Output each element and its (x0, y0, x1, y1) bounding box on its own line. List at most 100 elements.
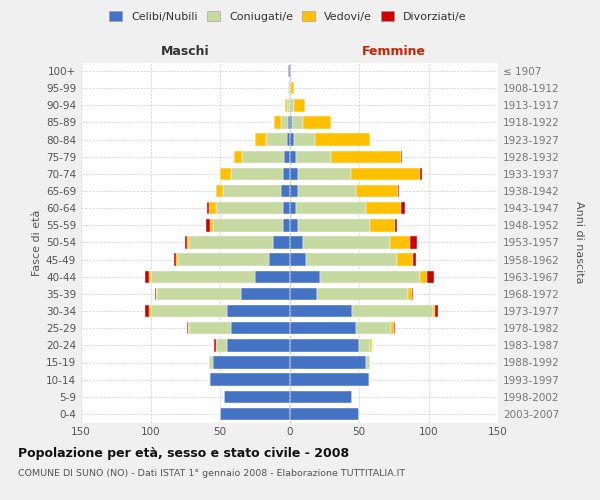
Bar (190, 322, 231, 334)
Bar (433, 305, 436, 317)
Bar (274, 116, 281, 128)
Bar (213, 356, 290, 368)
Bar (209, 356, 213, 368)
Y-axis label: Anni di nascita: Anni di nascita (574, 201, 584, 284)
Bar (234, 150, 242, 163)
Bar (213, 219, 283, 232)
Y-axis label: Fasce di età: Fasce di età (32, 210, 42, 276)
Bar (290, 65, 291, 77)
Bar (255, 270, 290, 283)
Bar (269, 254, 290, 266)
Bar (293, 99, 305, 112)
Bar (288, 65, 290, 77)
Bar (420, 168, 422, 180)
Bar (283, 219, 290, 232)
Bar (266, 134, 287, 146)
Text: Popolazione per età, sesso e stato civile - 2008: Popolazione per età, sesso e stato civil… (18, 448, 349, 460)
Bar (320, 270, 420, 283)
Bar (281, 185, 290, 197)
Bar (290, 116, 292, 128)
Bar (401, 150, 402, 163)
Bar (290, 82, 291, 94)
Bar (283, 168, 290, 180)
Bar (188, 322, 190, 334)
Bar (206, 219, 210, 232)
Bar (290, 185, 298, 197)
Bar (395, 219, 397, 232)
Bar (176, 254, 178, 266)
Bar (216, 339, 227, 351)
Bar (290, 356, 366, 368)
Bar (273, 236, 290, 248)
Bar (145, 305, 149, 317)
Bar (296, 150, 331, 163)
Bar (224, 390, 290, 403)
Bar (293, 134, 314, 146)
Bar (174, 254, 176, 266)
Legend: Celibi/Nubili, Coniugati/e, Vedovi/e, Divorziati/e: Celibi/Nubili, Coniugati/e, Vedovi/e, Di… (106, 8, 470, 25)
Bar (290, 390, 352, 403)
Bar (366, 202, 401, 214)
Bar (298, 219, 370, 232)
Bar (156, 288, 157, 300)
Bar (242, 150, 284, 163)
Bar (304, 116, 331, 128)
Bar (149, 270, 151, 283)
Bar (397, 254, 413, 266)
Bar (187, 236, 190, 248)
Bar (290, 254, 306, 266)
Bar (298, 168, 350, 180)
Bar (436, 305, 438, 317)
Bar (281, 116, 288, 128)
Bar (216, 202, 283, 214)
Bar (413, 254, 416, 266)
Bar (290, 339, 359, 351)
Bar (317, 288, 407, 300)
Bar (283, 202, 290, 214)
Bar (304, 236, 389, 248)
Bar (290, 374, 369, 386)
Bar (220, 408, 290, 420)
Bar (394, 322, 395, 334)
Bar (145, 270, 149, 283)
Bar (157, 288, 241, 300)
Bar (214, 339, 216, 351)
Bar (306, 254, 397, 266)
Bar (290, 168, 298, 180)
Bar (290, 150, 296, 163)
Bar (185, 236, 187, 248)
Bar (366, 356, 370, 368)
Bar (290, 219, 298, 232)
Text: COMUNE DI SUNO (NO) - Dati ISTAT 1° gennaio 2008 - Elaborazione TUTTITALIA.IT: COMUNE DI SUNO (NO) - Dati ISTAT 1° genn… (18, 469, 405, 478)
Bar (231, 322, 290, 334)
Bar (208, 202, 209, 214)
Bar (290, 134, 293, 146)
Bar (220, 168, 231, 180)
Bar (287, 134, 290, 146)
Bar (209, 374, 210, 386)
Bar (350, 168, 420, 180)
Bar (290, 305, 352, 317)
Bar (216, 185, 223, 197)
Bar (391, 322, 394, 334)
Bar (223, 185, 281, 197)
Bar (290, 236, 304, 248)
Bar (287, 99, 290, 112)
Bar (151, 270, 255, 283)
Bar (389, 236, 410, 248)
Bar (369, 374, 370, 386)
Bar (292, 116, 304, 128)
Bar (427, 270, 434, 283)
Bar (155, 288, 156, 300)
Bar (288, 82, 290, 94)
Bar (298, 185, 356, 197)
Bar (284, 150, 290, 163)
Bar (370, 219, 395, 232)
Bar (255, 134, 266, 146)
Bar (227, 305, 290, 317)
Bar (151, 305, 227, 317)
Bar (370, 339, 371, 351)
Bar (290, 288, 317, 300)
Bar (290, 270, 320, 283)
Bar (178, 254, 269, 266)
